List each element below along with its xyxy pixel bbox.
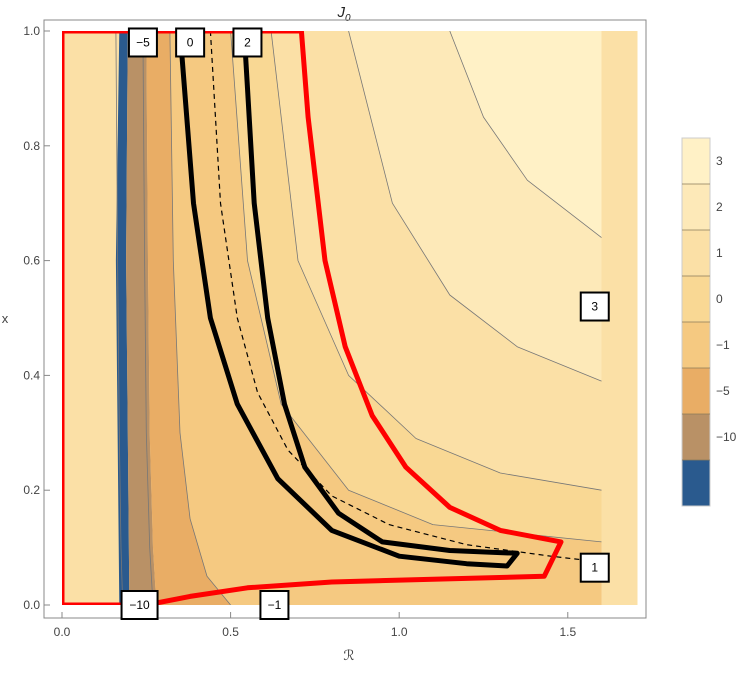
contour-label-4: 1 — [579, 552, 610, 583]
y-tick-label-1: 0.2 — [23, 483, 40, 497]
legend-band-7 — [682, 460, 710, 506]
x-axis-label: ℛ — [343, 647, 354, 663]
legend-label-4: −1 — [716, 338, 730, 352]
contour-region-0 — [115, 31, 130, 605]
contour-region-7 — [449, 31, 602, 238]
legend-label-3: 0 — [716, 292, 723, 306]
legend-band-6 — [682, 414, 710, 460]
svg-text:0: 0 — [187, 35, 194, 49]
y-tick-label-2: 0.4 — [23, 368, 40, 382]
x-tick-label-2: 1.0 — [391, 625, 408, 639]
chart-title: J0 — [336, 4, 351, 24]
series-line-1-black-contour — [177, 31, 520, 569]
y-tick-label-3: 0.6 — [23, 254, 40, 268]
legend-label-0: 3 — [716, 154, 723, 168]
legend-label-2: 1 — [716, 246, 723, 260]
y-tick-label-0: 0.0 — [23, 598, 40, 612]
contour-label-0: −5 — [127, 27, 158, 58]
legend-band-3 — [682, 276, 710, 322]
y-axis-label: x — [2, 311, 9, 326]
series-line-3-thin — [115, 31, 124, 605]
svg-text:−10: −10 — [129, 598, 150, 612]
x-tick-label-0: 0.0 — [54, 625, 71, 639]
plot-frame — [43, 19, 647, 619]
x-tick-label-3: 1.5 — [559, 625, 576, 639]
contour-region-6 — [348, 31, 602, 382]
legend-label-5: −5 — [716, 384, 730, 398]
contour-region-3 — [169, 31, 602, 605]
legend-band-0 — [682, 138, 710, 184]
x-axis: 0.0 0.5 1.0 1.5 — [54, 612, 576, 639]
contour-lines — [62, 31, 602, 605]
svg-text:2: 2 — [244, 35, 251, 49]
contour-region-2 — [146, 31, 231, 605]
contour-label-5: −10 — [120, 590, 159, 620]
series-line-8-thin — [348, 31, 602, 382]
legend-band-1 — [682, 184, 710, 230]
legend-band-4 — [682, 322, 710, 368]
series-line-4-thin — [142, 31, 154, 605]
svg-text:1: 1 — [591, 561, 598, 575]
contour-label-2: 2 — [232, 27, 263, 58]
legend-label-6: −10 — [716, 430, 737, 444]
svg-text:3: 3 — [591, 300, 598, 314]
legend-band-2 — [682, 230, 710, 276]
legend-label-1: 2 — [716, 200, 723, 214]
contour-region-5 — [271, 31, 602, 491]
chart-title-subscript: 0 — [345, 13, 351, 24]
legend: 3 2 1 0 −1 −5 −10 — [681, 137, 737, 507]
contour-labels: −5 0 2 3 1 −10 −1 — [120, 27, 610, 620]
legend-band-5 — [682, 368, 710, 414]
series-line-5-thin — [169, 31, 231, 605]
y-tick-label-4: 0.8 — [23, 139, 40, 153]
contour-region-4 — [230, 31, 602, 542]
series-line-0-red-boundary — [62, 31, 564, 605]
contour-label-6: −1 — [259, 590, 290, 620]
svg-text:−1: −1 — [268, 598, 282, 612]
contour-label-3: 3 — [579, 291, 610, 322]
y-axis: 0.0 0.2 0.4 0.6 0.8 1.0 — [23, 24, 50, 612]
series-line-6-thin — [230, 31, 602, 543]
y-tick-label-5: 1.0 — [23, 24, 40, 38]
svg-text:−5: −5 — [136, 35, 150, 49]
series-line-7-thin — [270, 31, 602, 491]
series-line-9-thin — [449, 31, 602, 238]
contour-regions — [62, 31, 638, 605]
x-tick-label-1: 0.5 — [222, 625, 239, 639]
contour-region-1 — [126, 31, 157, 605]
contour-label-1: 0 — [175, 27, 206, 58]
